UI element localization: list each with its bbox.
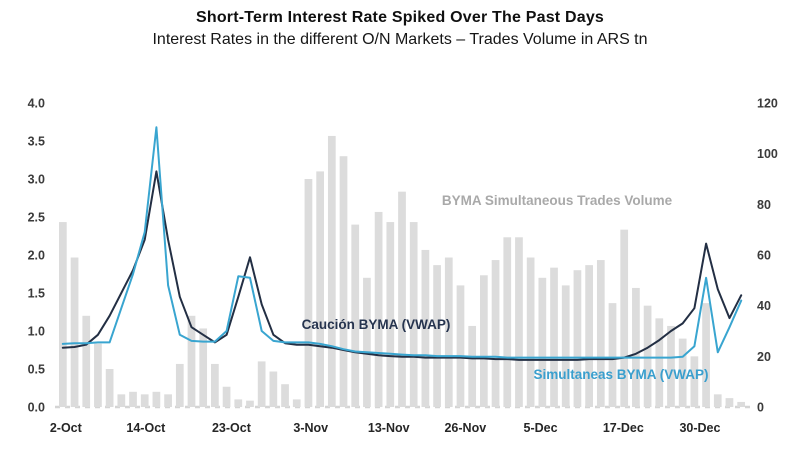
- right-axis-tick: 120: [757, 97, 778, 111]
- volume-bar: [386, 222, 395, 407]
- volume-bar: [725, 398, 734, 407]
- volume-bar: [538, 277, 547, 407]
- volume-bar: [327, 135, 336, 407]
- volume-bar: [246, 400, 254, 407]
- volume-bar: [713, 394, 722, 407]
- right-axis-tick: 60: [757, 249, 771, 263]
- left-axis-tick: 2.0: [28, 249, 45, 263]
- right-axis-tick: 40: [757, 299, 771, 313]
- volume-bar: [175, 363, 184, 407]
- volume-bar: [667, 325, 675, 407]
- simultaneas-line: [61, 126, 743, 359]
- x-axis-tick: 13-Nov: [368, 421, 410, 435]
- volume-bar: [281, 384, 289, 407]
- x-axis-tick: 17-Dec: [603, 421, 644, 435]
- x-axis-tick: 3-Nov: [293, 421, 328, 435]
- volume-bar: [234, 399, 243, 407]
- volume-bar: [596, 260, 605, 407]
- interest-rate-volume-chart: 0.0 0.5 1.0 1.5 2.0 2.5 3.0 3.5 4.0 0 20 40 60 80 100 1…: [28, 97, 778, 436]
- volume-bar: [398, 191, 406, 407]
- volume-bar: [690, 356, 699, 407]
- volume-bar: [655, 318, 664, 407]
- volume-bar: [58, 222, 67, 407]
- series-annotation: Caución BYMA (VWAP): [302, 317, 451, 332]
- volume-bar: [573, 270, 582, 407]
- volume-bar: [304, 179, 313, 407]
- right-axis-tick: 80: [757, 198, 771, 212]
- left-axis-tick: 0.0: [28, 401, 45, 415]
- volume-bar: [620, 229, 629, 407]
- volume-bar: [409, 222, 418, 407]
- volume-bar: [82, 315, 91, 407]
- volume-bar: [632, 287, 640, 407]
- caucion-line: [61, 170, 743, 361]
- volume-bar: [550, 267, 558, 407]
- x-axis-tick: 5-Dec: [524, 421, 558, 435]
- volume-bar: [421, 249, 430, 407]
- chart-subtitle: Interest Rates in the different O/N Mark…: [152, 31, 648, 49]
- left-axis-tick: 3.0: [28, 173, 45, 187]
- volume-bar: [187, 315, 196, 407]
- volume-bar: [678, 338, 687, 407]
- volume-bar: [503, 237, 512, 407]
- series-annotation: BYMA Simultaneous Trades Volume: [442, 193, 673, 208]
- volume-bar: [363, 277, 371, 407]
- volume-bar: [269, 371, 278, 407]
- volume-bar: [211, 363, 219, 407]
- volume-bar: [737, 401, 746, 407]
- left-axis-tick: 4.0: [28, 97, 45, 111]
- volume-bar: [292, 399, 301, 407]
- volume-bar: [526, 257, 535, 407]
- volume-bar: [222, 386, 231, 407]
- volume-bar: [643, 305, 652, 407]
- left-axis-tick: 1.0: [28, 325, 45, 339]
- x-axis-tick: 23-Oct: [212, 421, 252, 435]
- volume-bar: [491, 260, 500, 407]
- right-axis-tick: 0: [757, 401, 764, 415]
- volume-bar: [105, 369, 114, 407]
- volume-bar: [480, 275, 488, 407]
- volume-bar: [316, 171, 324, 407]
- volume-bar: [257, 361, 266, 407]
- volume-bar: [468, 325, 477, 407]
- volume-bar: [339, 156, 348, 407]
- volume-bar: [140, 394, 149, 407]
- volume-bar: [94, 343, 102, 407]
- volume-bar: [702, 303, 710, 407]
- volume-bar: [351, 224, 360, 407]
- volume-bar: [444, 257, 453, 407]
- chart-header: Short-Term Interest Rate Spiked Over The…: [0, 6, 800, 52]
- left-axis-tick: 0.5: [28, 363, 45, 377]
- series-annotation: Simultaneas BYMA (VWAP): [533, 367, 708, 382]
- volume-bar: [117, 394, 126, 407]
- x-axis-tick: 26-Nov: [444, 421, 486, 435]
- volume-bar: [561, 285, 570, 407]
- volume-bar: [199, 328, 208, 407]
- right-axis-tick: 100: [757, 147, 778, 161]
- volume-bar: [70, 257, 79, 407]
- left-axis-tick: 2.5: [28, 211, 45, 225]
- volume-bar: [608, 303, 617, 407]
- x-axis-tick: 14-Oct: [126, 421, 166, 435]
- volume-bar: [433, 265, 441, 407]
- volume-bar: [374, 211, 383, 407]
- chart-title: Short-Term Interest Rate Spiked Over The…: [195, 9, 605, 26]
- volume-bar: [456, 285, 465, 407]
- volume-bar: [129, 391, 137, 407]
- volume-bar: [164, 394, 172, 407]
- left-axis-tick: 1.5: [28, 287, 45, 301]
- volume-bar: [152, 391, 161, 407]
- left-axis-tick: 3.5: [28, 135, 45, 149]
- x-axis-tick: 2-Oct: [50, 421, 83, 435]
- right-axis-tick: 20: [757, 350, 771, 364]
- volume-bar: [515, 237, 523, 407]
- volume-bar: [585, 265, 593, 407]
- x-axis-tick: 30-Dec: [679, 421, 720, 435]
